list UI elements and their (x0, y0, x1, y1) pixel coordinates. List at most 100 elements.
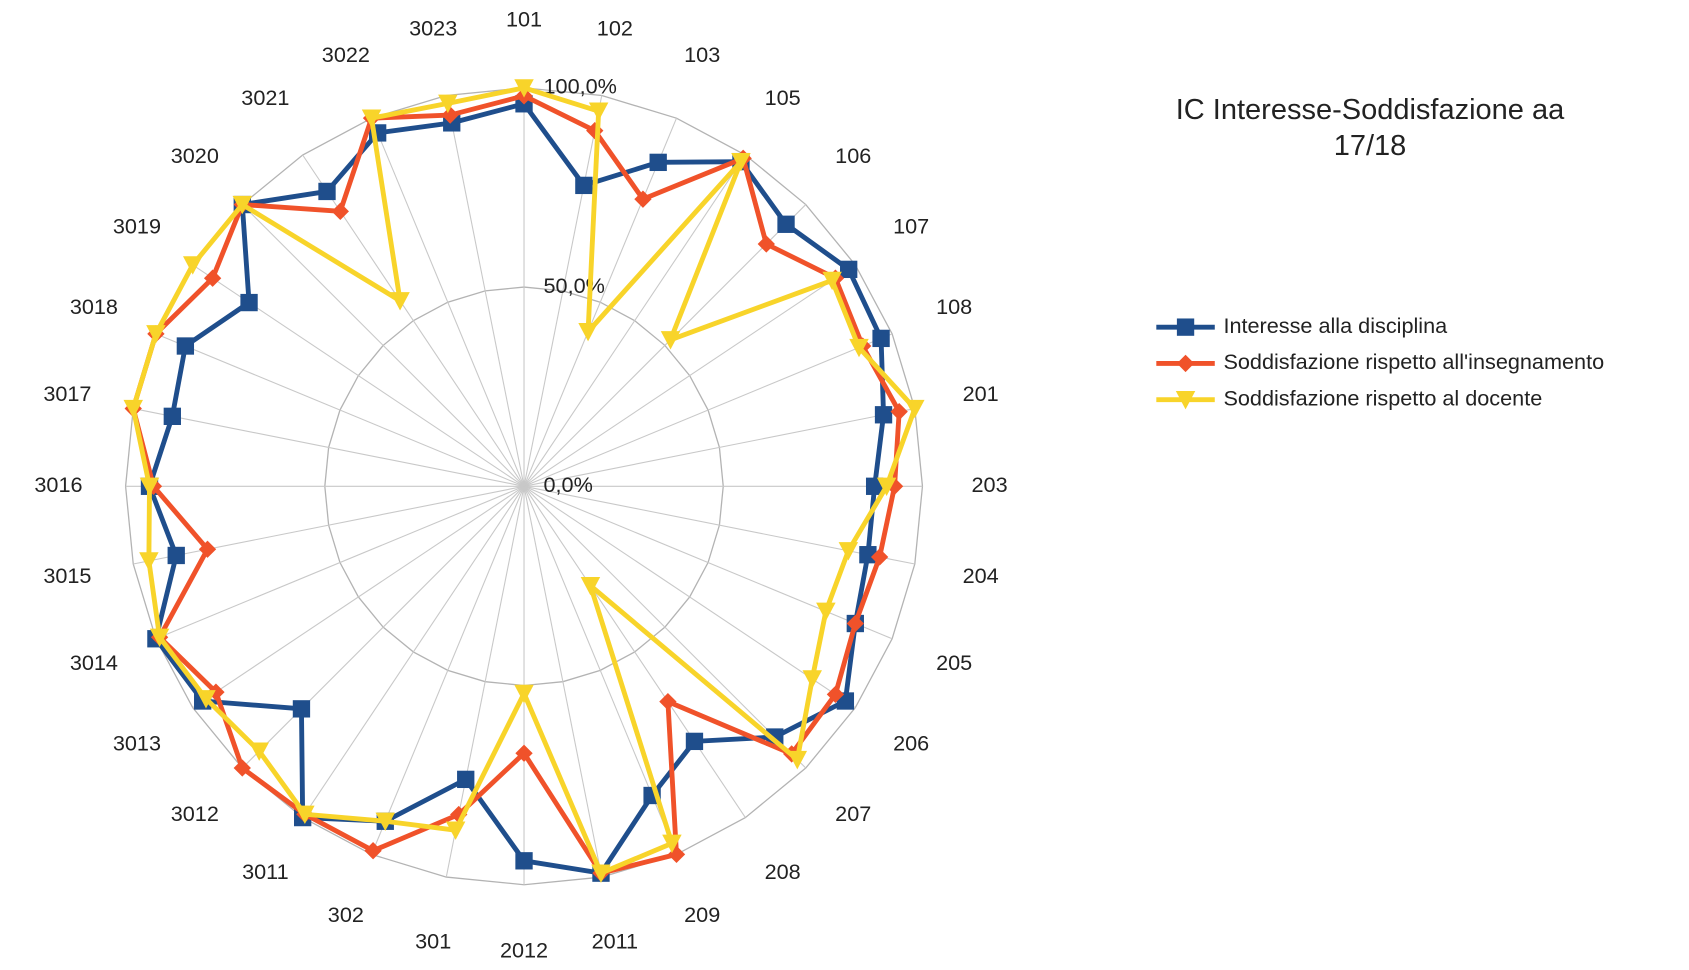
marker (872, 329, 890, 348)
marker (139, 552, 159, 571)
marker (876, 477, 897, 497)
chart-title: IC Interesse-Soddisfazione aa 17/18 (1175, 94, 1565, 162)
category-label: 3022 (322, 42, 370, 67)
marker (457, 770, 475, 789)
marker (826, 685, 845, 704)
marker (874, 406, 893, 424)
category-label: 3020 (171, 143, 219, 168)
marker (905, 399, 925, 419)
spoke (302, 485, 525, 818)
marker (390, 292, 410, 311)
marker (233, 759, 251, 777)
marker (865, 477, 884, 495)
category-label: 102 (597, 15, 633, 40)
marker (375, 812, 396, 832)
marker (1176, 354, 1195, 373)
category-label: 206 (893, 731, 929, 756)
spoke (523, 486, 603, 878)
y-tick-label: 100,0% (544, 74, 617, 99)
y-tick-label: 0,0% (544, 472, 593, 497)
category-label: 209 (684, 902, 720, 927)
spoke (523, 154, 746, 487)
marker (870, 548, 889, 566)
marker (777, 215, 795, 233)
marker (816, 602, 836, 622)
legend-item: Soddisfazione rispetto all'insegnamento (1156, 349, 1604, 374)
category-label: 101 (506, 6, 542, 31)
marker (249, 742, 269, 761)
spoke (371, 486, 525, 855)
category-label: 3015 (43, 563, 91, 588)
marker (1176, 318, 1195, 336)
marker (822, 271, 842, 291)
marker (203, 269, 222, 287)
spoke (523, 485, 746, 818)
category-label: 203 (972, 472, 1008, 497)
category-label: 205 (936, 650, 972, 675)
spoke (523, 485, 893, 640)
marker (588, 102, 609, 121)
marker (859, 546, 877, 564)
category-label: 204 (963, 563, 999, 588)
marker (849, 338, 869, 358)
legend-item: Soddisfazione rispetto al docente (1156, 385, 1542, 410)
category-label: 3012 (171, 801, 219, 826)
marker (649, 153, 667, 172)
series (123, 79, 925, 883)
y-tick-label: 50,0% (544, 273, 605, 298)
category-label: 2011 (592, 929, 639, 954)
marker (757, 235, 775, 253)
spoke (192, 485, 525, 709)
spoke (523, 95, 603, 487)
marker (685, 732, 704, 751)
category-label: 3016 (34, 472, 82, 497)
marker (575, 176, 593, 195)
marker (591, 864, 611, 883)
marker (167, 546, 185, 565)
category-label: 107 (893, 213, 929, 238)
marker (578, 323, 598, 342)
category-label: 201 (963, 381, 999, 406)
category-label: 103 (684, 42, 720, 67)
spoke (133, 485, 525, 565)
marker (292, 700, 311, 718)
legend-label: Soddisfazione rispetto al docente (1223, 385, 1542, 410)
category-label: 3011 (242, 859, 289, 884)
marker (802, 670, 822, 689)
marker (295, 805, 315, 825)
marker (1175, 391, 1196, 410)
category-label: 3013 (113, 731, 161, 756)
category-label: 208 (765, 859, 801, 884)
spoke (523, 485, 807, 769)
category-label: 108 (936, 294, 972, 319)
marker (580, 577, 601, 596)
marker (662, 834, 682, 854)
category-label: 207 (835, 801, 871, 826)
spoke (445, 95, 525, 487)
marker (232, 195, 253, 215)
category-label: 105 (765, 85, 801, 110)
marker (139, 477, 160, 497)
marker (149, 628, 170, 647)
spoke (371, 117, 525, 487)
legend-item: Interesse alla disciplina (1156, 313, 1448, 338)
legend-label: Interesse alla disciplina (1223, 313, 1448, 338)
category-label: 302 (328, 902, 364, 927)
marker (659, 692, 677, 711)
spoke (155, 485, 525, 640)
marker (196, 690, 216, 709)
marker (787, 750, 808, 770)
spoke (155, 333, 525, 487)
spoke (523, 408, 915, 487)
marker (514, 684, 534, 704)
marker (731, 152, 751, 172)
spoke (523, 333, 893, 487)
legend-label: Soddisfazione rispetto all'insegnamento (1223, 349, 1604, 374)
marker (163, 407, 181, 425)
category-label: 3017 (43, 381, 91, 406)
marker (514, 79, 534, 98)
spoke (523, 117, 677, 487)
category-label: 106 (835, 143, 871, 168)
